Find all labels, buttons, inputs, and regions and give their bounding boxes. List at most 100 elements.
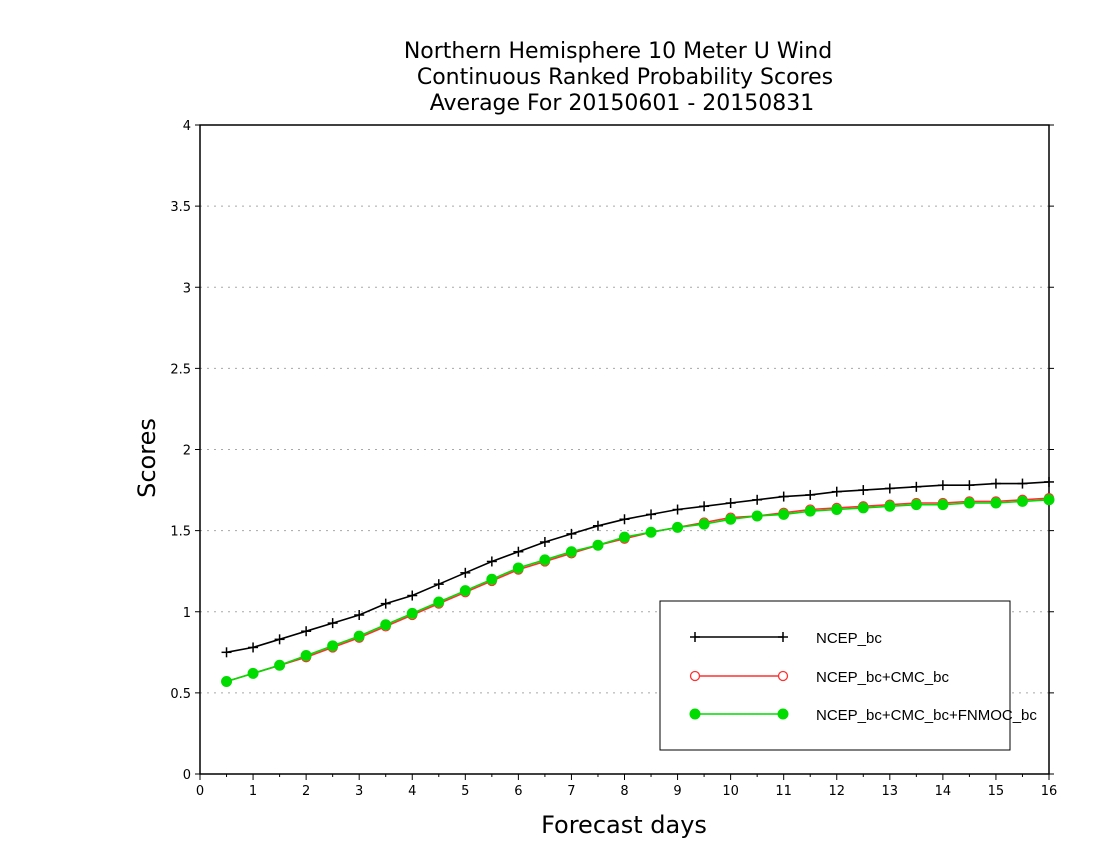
data-point: [1044, 476, 1054, 487]
data-point: [433, 596, 445, 608]
data-point: [1017, 478, 1028, 489]
data-point: [327, 618, 338, 629]
y-tick-label: 3.5: [170, 200, 191, 215]
data-point: [301, 626, 312, 637]
y-tick-label: 2: [183, 444, 191, 459]
x-tick-label: 9: [673, 784, 681, 799]
data-point: [646, 509, 657, 520]
data-point: [247, 667, 259, 679]
legend: NCEP_bc NCEP_bc+CMC_bc NCEP_bc+CMC_bc+FNMO…: [659, 600, 1037, 751]
data-point: [805, 489, 816, 500]
data-point: [565, 546, 577, 558]
legend-marker: [778, 632, 788, 642]
y-tick-label: 1.5: [170, 525, 191, 540]
legend-entry: NCEP_bc+CMC_bc: [689, 669, 949, 686]
data-point: [221, 676, 233, 688]
x-tick-label: 13: [882, 784, 899, 799]
data-point: [407, 590, 418, 601]
data-point: [990, 478, 1001, 489]
x-tick-label: 3: [355, 784, 363, 799]
data-point: [433, 579, 444, 590]
data-point: [248, 642, 259, 653]
data-point: [751, 510, 763, 522]
data-point: [645, 526, 657, 538]
data-point: [300, 650, 312, 662]
data-point: [1016, 495, 1028, 507]
x-tick-label: 15: [988, 784, 1005, 799]
x-tick-label: 6: [514, 784, 522, 799]
data-point: [990, 497, 1002, 509]
x-tick-label: 16: [1041, 784, 1058, 799]
data-point: [831, 486, 842, 497]
series-0: [221, 476, 1054, 658]
data-point: [937, 499, 949, 511]
data-point: [884, 483, 895, 494]
legend-marker: [689, 670, 701, 682]
data-point: [672, 521, 684, 533]
legend-marker: [777, 708, 789, 720]
data-point: [831, 504, 843, 516]
data-point: [566, 528, 577, 539]
legend-label: NCEP_bc+CMC_bc+FNMOC_bc: [816, 707, 1037, 724]
y-tick-label: 2.5: [170, 362, 191, 377]
x-tick-label: 8: [620, 784, 628, 799]
data-point: [910, 499, 922, 511]
chart-title: Northern Hemisphere 10 Meter U Wind Cont…: [404, 39, 833, 116]
series: [221, 476, 1055, 688]
data-point: [513, 546, 524, 557]
x-axis-label: Forecast days: [541, 811, 707, 839]
data-point: [911, 481, 922, 492]
x-tick-label: 10: [722, 784, 739, 799]
x-tick-label: 1: [249, 784, 257, 799]
y-tick-label: 1: [183, 606, 191, 621]
title-line-3: Average For 20150601 - 20150831: [430, 91, 815, 116]
data-point: [380, 619, 392, 631]
data-point: [406, 607, 418, 619]
data-point: [460, 567, 471, 578]
data-point: [221, 647, 232, 658]
legend-entry: NCEP_bc+CMC_bc+FNMOC_bc: [689, 707, 1037, 724]
data-point: [804, 505, 816, 517]
data-point: [619, 514, 630, 525]
x-tick-label: 0: [196, 784, 204, 799]
data-point: [857, 502, 869, 514]
data-point: [592, 520, 603, 531]
data-point: [698, 518, 710, 530]
x-tick-label: 5: [461, 784, 469, 799]
data-point: [486, 573, 498, 585]
y-tick-label: 3: [183, 281, 191, 296]
y-tick-label: 4: [183, 119, 191, 134]
x-tick-label: 11: [775, 784, 792, 799]
data-point: [353, 630, 365, 642]
data-point: [937, 480, 948, 491]
data-point: [539, 536, 550, 547]
title-line-1: Northern Hemisphere 10 Meter U Wind: [404, 39, 832, 64]
axis-ticks: 00.511.522.533.540 1 2 3 4 5 6 7 8 9 10 11 12 13 14 15 1…: [170, 119, 1057, 799]
data-point: [725, 513, 737, 525]
legend-label: NCEP_bc: [816, 630, 882, 647]
data-point: [752, 494, 763, 505]
data-point: [327, 640, 339, 652]
data-point: [672, 504, 683, 515]
data-point: [778, 508, 790, 520]
data-point: [725, 498, 736, 509]
data-point: [354, 609, 365, 620]
data-point: [964, 480, 975, 491]
legend-label: NCEP_bc+CMC_bc: [816, 669, 949, 686]
y-axis-label: Scores: [133, 418, 161, 498]
data-point: [274, 659, 286, 671]
title-line-2: Continuous Ranked Probability Scores: [417, 65, 833, 90]
data-point: [459, 585, 471, 597]
legend-entry: NCEP_bc: [690, 630, 882, 647]
x-tick-label: 4: [408, 784, 416, 799]
x-tick-label: 14: [935, 784, 952, 799]
data-point: [858, 485, 869, 496]
legend-marker: [689, 708, 701, 720]
x-tick-label: 7: [567, 784, 575, 799]
x-tick-label: 2: [302, 784, 310, 799]
data-point: [619, 531, 630, 543]
data-point: [963, 497, 975, 509]
data-point: [778, 491, 789, 502]
series-2: [221, 494, 1055, 688]
